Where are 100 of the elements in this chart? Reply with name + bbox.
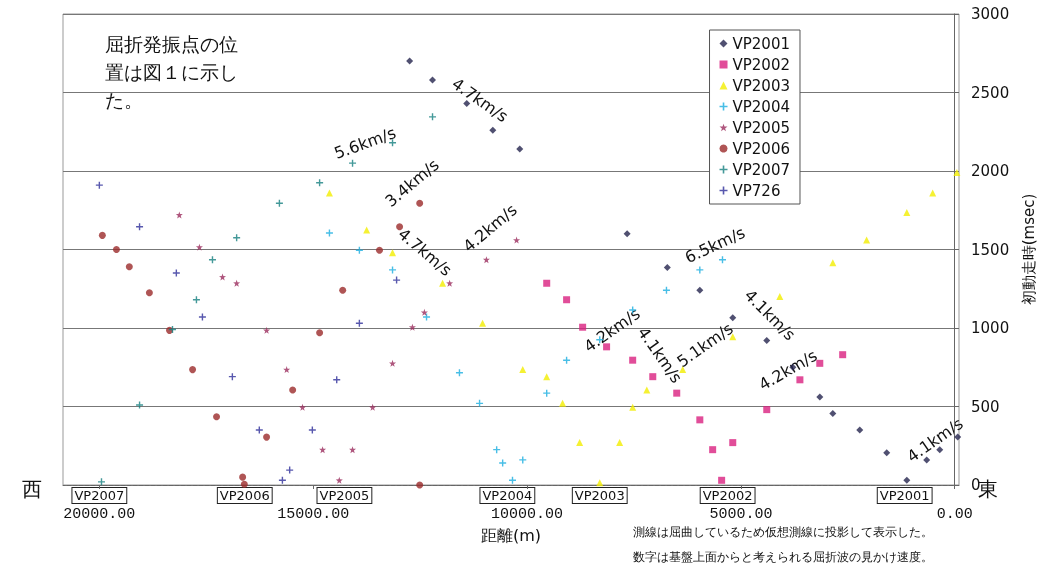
point: [439, 279, 447, 287]
point: [856, 426, 864, 434]
x-tick-label: 15000.00: [277, 506, 350, 523]
point: [543, 279, 551, 287]
point: [195, 243, 203, 251]
y-axis-title: 初動走時(msec): [1019, 193, 1038, 306]
annotation: VP2006: [219, 488, 270, 503]
point: [393, 276, 401, 284]
point: [333, 376, 341, 384]
point: [579, 323, 587, 331]
legend-label: VP2006: [732, 139, 790, 158]
point: [239, 473, 247, 481]
point: [718, 476, 726, 484]
point: [616, 439, 624, 447]
x-tick-label: 5000.00: [709, 506, 773, 523]
point: [663, 264, 671, 272]
point: [429, 113, 437, 121]
point: [416, 481, 424, 489]
point: [816, 393, 824, 401]
point: [420, 308, 428, 316]
point: [429, 76, 437, 84]
annotation: VP2002: [702, 488, 753, 503]
legend-label: VP2003: [732, 76, 790, 95]
point: [316, 329, 324, 337]
point: [623, 230, 631, 238]
point: [112, 246, 120, 253]
legend-label: VP2007: [732, 160, 790, 179]
point: [233, 279, 241, 287]
point: [903, 476, 911, 484]
point: [883, 449, 891, 457]
point: [396, 223, 404, 231]
y-tick-label: 0: [971, 476, 981, 494]
point: [696, 266, 704, 274]
annotation: VP2003: [574, 488, 625, 503]
legend-label: VP2001: [732, 34, 790, 53]
point: [643, 386, 651, 394]
annotation: VP2004: [482, 488, 533, 503]
point: [863, 236, 871, 244]
point: [763, 406, 771, 414]
legend-label: VP2004: [732, 97, 790, 116]
point: [576, 439, 584, 447]
point: [516, 145, 524, 153]
x-axis-title: 距離(m): [480, 525, 542, 545]
point: [519, 456, 527, 464]
point: [145, 289, 153, 297]
point: [696, 416, 704, 424]
point: [213, 413, 221, 421]
point: [255, 426, 263, 434]
point: [308, 426, 316, 434]
point: [172, 269, 180, 277]
point: [423, 313, 431, 321]
point: [95, 181, 103, 189]
point: [389, 359, 397, 367]
point: [839, 351, 847, 359]
text: 西: [22, 476, 42, 501]
text: 測線は屈曲しているため仮想測線に投影して表示した。: [633, 524, 933, 539]
point: [97, 478, 105, 486]
point: [629, 356, 637, 364]
point: [335, 476, 343, 484]
point: [175, 211, 183, 219]
point: [263, 433, 271, 441]
annotation: VP2005: [319, 488, 370, 503]
x-tick-label: 20000.00: [63, 506, 136, 523]
point: [375, 246, 383, 254]
annotation: VP2001: [879, 488, 930, 503]
y-tick-label: 2000: [971, 162, 1010, 180]
point: [219, 273, 227, 281]
point: [389, 266, 397, 274]
point: [369, 403, 377, 411]
point: [953, 169, 961, 177]
point: [629, 403, 637, 411]
point: [289, 386, 297, 394]
point: [489, 126, 497, 134]
point: [673, 389, 681, 397]
point: [709, 446, 717, 454]
y-tick-label: 3000: [971, 5, 1010, 23]
point: [299, 403, 306, 411]
point: [136, 401, 144, 409]
point: [263, 326, 271, 334]
point: [339, 286, 347, 294]
point: [125, 263, 133, 271]
point: [189, 366, 197, 374]
text: 数字は基盤上面からと考えられる屈折波の見かけ速度。: [633, 549, 933, 564]
y-tick-label: 1500: [971, 240, 1010, 259]
text: 東: [978, 476, 998, 501]
point: [286, 466, 294, 474]
point: [98, 231, 106, 239]
point: [446, 279, 454, 287]
y-tick-label: 500: [971, 397, 1000, 416]
point: [406, 57, 414, 65]
y-tick-label: 2500: [971, 83, 1010, 102]
legend-label: VP726: [732, 181, 781, 200]
point: [563, 356, 571, 364]
point: [829, 410, 837, 418]
x-tick-label: 10000.00: [491, 506, 564, 523]
point: [499, 459, 507, 467]
point: [198, 313, 206, 321]
x-tick-label: 0.00: [936, 506, 973, 523]
point: [559, 399, 567, 407]
point: [903, 209, 911, 217]
